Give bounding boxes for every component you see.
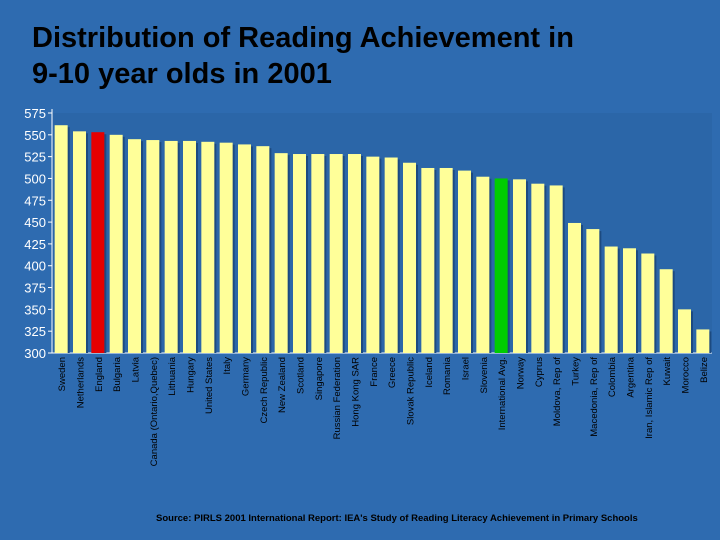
x-tick-label: Moldova, Rep of: [552, 357, 563, 427]
y-tick-label: 400: [24, 259, 46, 274]
bar-scotland: [293, 154, 306, 353]
x-tick-label: Canada (Ontario,Quebec): [149, 357, 160, 466]
y-tick-label: 300: [24, 346, 46, 361]
x-tick-label: Kuwait: [662, 357, 673, 386]
x-tick-label: United States: [204, 357, 215, 414]
bar-canada-ontario-quebec: [146, 140, 160, 353]
bar-greece: [384, 157, 398, 353]
x-tick-label: Hungary: [186, 357, 197, 393]
bar-hungary: [183, 140, 196, 353]
x-axis-labels: Sweden Netherlands England Bulgaria Latvia Ca…: [57, 356, 710, 466]
x-tick-label: Sweden: [57, 357, 68, 391]
x-tick-label: Norway: [516, 357, 527, 389]
bar-iceland: [421, 167, 435, 353]
bar-czech-republic: [256, 146, 270, 353]
bar-latvia: [128, 139, 141, 353]
chart-title-line-2: 9-10 year olds in 2001: [32, 58, 332, 90]
bar-netherlands: [73, 131, 86, 353]
bar-moldova-rep-of: [549, 185, 563, 353]
bar-iran-islamic-rep-of: [641, 253, 655, 353]
x-tick-label: Colombia: [607, 356, 618, 397]
x-tick-label: Iceland: [424, 357, 435, 388]
x-tick-label: Slovak Republic: [406, 357, 417, 425]
bar-turkey: [568, 222, 581, 353]
x-tick-label: Czech Republic: [259, 357, 270, 424]
x-tick-label: Lithuania: [167, 356, 178, 395]
x-tick-label: New Zealand: [277, 357, 288, 413]
y-tick-label: 350: [24, 302, 46, 317]
x-tick-label: Morocco: [681, 357, 692, 393]
y-tick-label: 500: [24, 171, 46, 186]
bar-norway: [513, 179, 526, 353]
bar-italy: [219, 142, 233, 353]
bar-england: [91, 132, 105, 353]
bar-singapore: [311, 154, 325, 353]
x-tick-label: England: [94, 357, 105, 392]
y-tick-label: 550: [24, 128, 46, 143]
x-tick-label: Scotland: [296, 357, 307, 394]
bar-bulgaria: [109, 134, 123, 353]
bar-france: [366, 156, 380, 353]
bar-germany: [238, 144, 251, 353]
bar-international-avg: [494, 178, 508, 353]
bar-russian-federation: [329, 154, 343, 353]
bar-sweden: [54, 125, 68, 353]
x-tick-label: Singapore: [314, 357, 325, 400]
x-tick-label: Romania: [442, 356, 453, 395]
y-tick-label: 575: [24, 106, 46, 121]
y-tick-label: 375: [24, 281, 46, 296]
bar-slovenia: [476, 176, 490, 353]
bar-belize: [696, 329, 710, 353]
y-tick-label: 325: [24, 324, 46, 339]
bars: [54, 125, 712, 353]
y-tick-label: 425: [24, 237, 46, 252]
x-tick-label: Cyprus: [534, 357, 545, 387]
source-note: Source: PIRLS 2001 International Report:…: [156, 513, 638, 524]
bar-hong-kong-sar: [348, 154, 361, 353]
y-axis: 300 325 350 375 400 425 450 475 500 525 550 575: [24, 106, 712, 361]
plot-background: [52, 113, 712, 353]
bar-israel: [458, 170, 471, 353]
x-tick-label: Hong Kong SAR: [351, 357, 362, 427]
x-tick-label: Israel: [461, 357, 472, 380]
chart-title: Distribution of Reading Achievement in 9…: [32, 20, 692, 92]
bar-lithuania: [164, 140, 178, 353]
bar-romania: [439, 167, 453, 353]
x-tick-label: Slovenia: [479, 356, 490, 393]
plot-area: [52, 113, 712, 353]
y-tick-label: 450: [24, 215, 46, 230]
bar-morocco: [678, 309, 691, 353]
x-tick-label: Italy: [222, 357, 233, 375]
bar-colombia: [604, 246, 618, 353]
x-tick-label: Latvia: [131, 356, 142, 382]
x-tick-label: Argentina: [626, 356, 637, 397]
x-tick-label: Russian Federation: [332, 357, 343, 439]
bar-new-zealand: [274, 153, 288, 353]
x-tick-label: Macedonia, Rep of: [589, 357, 600, 437]
y-tick-label: 525: [24, 150, 46, 165]
x-tick-label: Greece: [387, 357, 398, 388]
x-tick-label: International Avg.: [497, 357, 508, 430]
x-tick-label: Turkey: [571, 357, 582, 386]
bar-cyprus: [531, 183, 545, 353]
x-tick-label: Germany: [241, 357, 252, 396]
chart-title-line-1: Distribution of Reading Achievement in: [32, 22, 574, 54]
y-tick-label: 475: [24, 193, 46, 208]
bar-united-states: [201, 141, 215, 353]
x-tick-label: Netherlands: [76, 357, 87, 408]
bar-argentina: [623, 248, 636, 353]
x-tick-label: Iran, Islamic Rep of: [644, 357, 655, 439]
x-tick-label: Belize: [699, 357, 710, 383]
bar-macedonia-rep-of: [586, 229, 600, 353]
bar-kuwait: [659, 269, 673, 353]
x-tick-label: Bulgaria: [112, 356, 123, 392]
x-tick-label: France: [369, 357, 380, 387]
bar-slovak-republic: [403, 162, 416, 353]
